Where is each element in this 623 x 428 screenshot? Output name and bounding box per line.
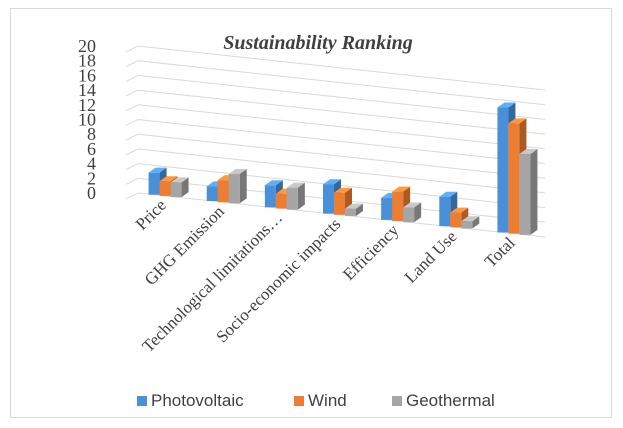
gridline <box>125 133 546 179</box>
bar-top-face <box>264 180 283 186</box>
gridlines <box>125 45 546 238</box>
category-label: Price <box>132 196 170 234</box>
bar-side-face <box>472 216 480 229</box>
category-label: Efficiency <box>339 220 403 284</box>
bar-top-face <box>334 187 352 193</box>
legend-label: Photovoltaic <box>151 391 244 410</box>
legend-label: Geothermal <box>406 391 495 410</box>
bar-top-face <box>286 182 305 188</box>
bar-top-face <box>508 118 527 124</box>
bar-side-face <box>356 203 363 216</box>
bar-geothermal-5 <box>461 216 480 229</box>
bar-top-face <box>345 203 363 209</box>
bar-geothermal-0 <box>170 177 189 198</box>
bar-top-face <box>228 169 247 175</box>
legend-swatch <box>294 396 304 406</box>
gridline <box>125 104 546 150</box>
bar-front-face <box>461 221 473 229</box>
bar-top-face <box>392 186 411 192</box>
bar-front-face <box>403 207 415 223</box>
bar-front-face <box>170 182 182 198</box>
y-tick-label: 14 <box>78 80 96 100</box>
bar-front-face <box>450 212 462 228</box>
bars <box>148 102 538 235</box>
chart-title: Sustainability Ranking <box>223 32 413 54</box>
bar-front-face <box>345 208 356 216</box>
bar-front-face <box>519 153 531 235</box>
y-tick-label: 4 <box>87 154 96 174</box>
bar-top-face <box>450 207 469 213</box>
bar-top-face <box>439 191 458 197</box>
bar-front-face <box>217 180 229 203</box>
gridline <box>125 74 546 120</box>
bar-top-face <box>323 179 341 185</box>
category-label: Total <box>481 233 519 271</box>
bar-geothermal-2 <box>286 182 305 210</box>
category-label: Land Use <box>401 227 461 287</box>
gridline <box>125 89 546 135</box>
bar-geothermal-1 <box>228 169 247 204</box>
legend-label: Wind <box>308 391 347 410</box>
bar-front-face <box>508 123 520 234</box>
bar-geothermal-4 <box>403 202 422 223</box>
bar-front-face <box>323 184 334 214</box>
bar-top-face <box>148 167 167 173</box>
bar-front-face <box>275 193 287 209</box>
bar-front-face <box>264 185 276 208</box>
y-tick-label: 18 <box>78 51 96 71</box>
y-tick-label: 10 <box>78 110 96 130</box>
bar-front-face <box>159 181 171 196</box>
bar-front-face <box>148 172 160 195</box>
y-tick-label: 12 <box>78 95 96 115</box>
bar-front-face <box>228 174 240 204</box>
legend-swatch <box>137 396 147 406</box>
gridline <box>125 192 546 238</box>
bar-top-face <box>159 176 178 182</box>
bar-side-face <box>181 177 189 198</box>
legend-item-wind: Wind <box>294 391 347 410</box>
bar-side-face <box>414 202 422 223</box>
gridline <box>125 118 546 164</box>
bar-front-face <box>439 196 451 227</box>
gridline <box>125 148 546 194</box>
bar-side-face <box>297 182 305 210</box>
gridline <box>125 45 546 91</box>
gridline <box>125 60 546 106</box>
bar-front-face <box>206 186 218 202</box>
y-tick-label: 2 <box>87 168 96 188</box>
y-tick-label: 20 <box>78 36 96 56</box>
y-tick-label: 8 <box>87 124 96 144</box>
bar-side-face <box>239 169 247 204</box>
bar-front-face <box>334 192 345 215</box>
bar-front-face <box>392 191 404 222</box>
legend-swatch <box>392 396 402 406</box>
bar-top-face <box>461 216 480 222</box>
bar-top-face <box>170 177 189 183</box>
bar-geothermal-3 <box>345 203 363 216</box>
y-tick-label: 0 <box>87 183 96 203</box>
y-tick-label: 16 <box>78 65 96 85</box>
bar-top-face <box>519 148 538 154</box>
bar-geothermal-6 <box>519 148 538 235</box>
legend-item-geothermal: Geothermal <box>392 391 495 410</box>
bar-side-face <box>530 148 538 235</box>
category-label: Socio-economic impacts <box>212 214 344 346</box>
y-tick-label: 6 <box>87 139 96 159</box>
bar-top-face <box>403 202 422 208</box>
bar-front-face <box>497 107 509 233</box>
bar-front-face <box>286 187 298 210</box>
legend: Photovoltaic Wind Geothermal <box>137 391 495 410</box>
bar-front-face <box>381 197 393 220</box>
bar-top-face <box>497 102 516 108</box>
legend-item-photovoltaic: Photovoltaic <box>137 391 244 410</box>
